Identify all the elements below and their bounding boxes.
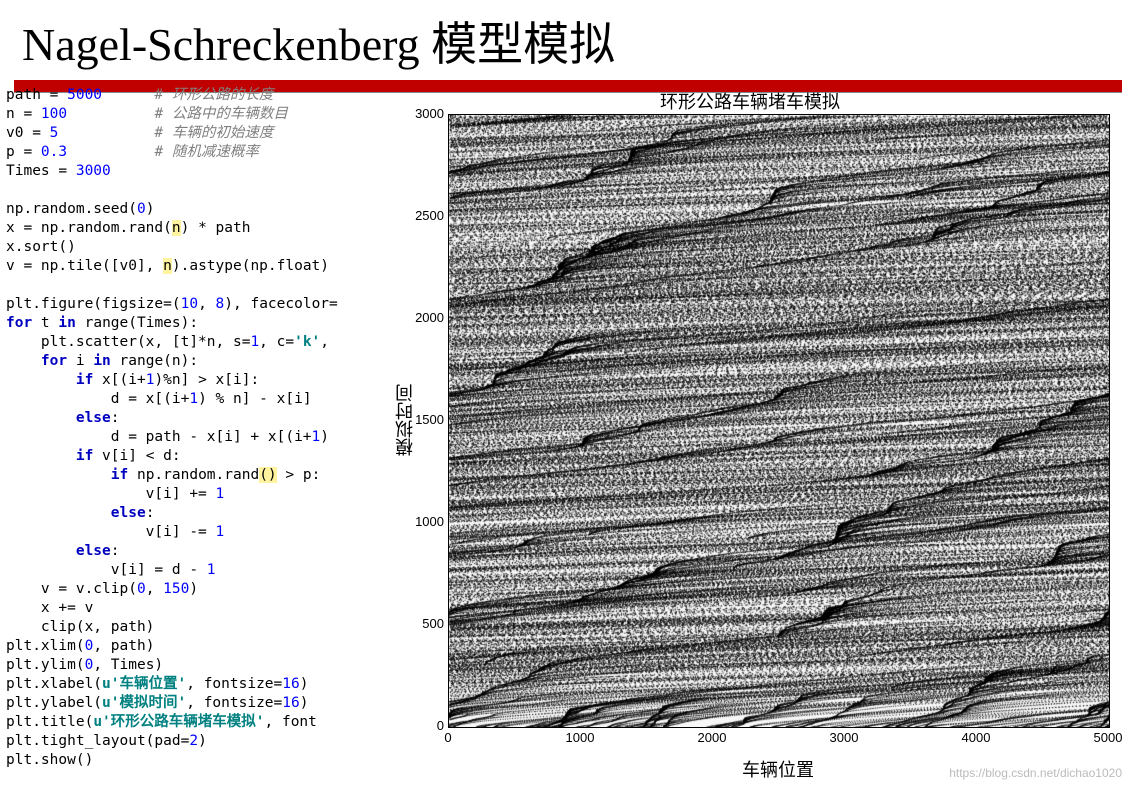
xtick: 2000 xyxy=(692,730,732,745)
ytick: 500 xyxy=(404,616,444,631)
xtick: 1000 xyxy=(560,730,600,745)
slide-title: Nagel-Schreckenberg 模型模拟 xyxy=(0,0,1136,74)
ytick: 1000 xyxy=(404,514,444,529)
ytick: 2500 xyxy=(404,208,444,223)
xtick: 5000 xyxy=(1088,730,1128,745)
chart-title: 环形公路车辆堵车模拟 xyxy=(390,88,1110,114)
xtick: 3000 xyxy=(824,730,864,745)
xtick: 4000 xyxy=(956,730,996,745)
ytick: 0 xyxy=(404,718,444,733)
traffic-chart: 环形公路车辆堵车模拟 模拟时间 车辆位置 0100020003000400050… xyxy=(390,86,1130,786)
watermark-text: https://blog.csdn.net/dichao1020 xyxy=(949,766,1122,780)
ytick: 3000 xyxy=(404,106,444,121)
ytick: 1500 xyxy=(404,412,444,427)
code-block: path = 5000 # 环形公路的长度 n = 100 # 公路中的车辆数目… xyxy=(6,86,384,770)
ytick: 2000 xyxy=(404,310,444,325)
chart-plot-area xyxy=(448,114,1110,728)
